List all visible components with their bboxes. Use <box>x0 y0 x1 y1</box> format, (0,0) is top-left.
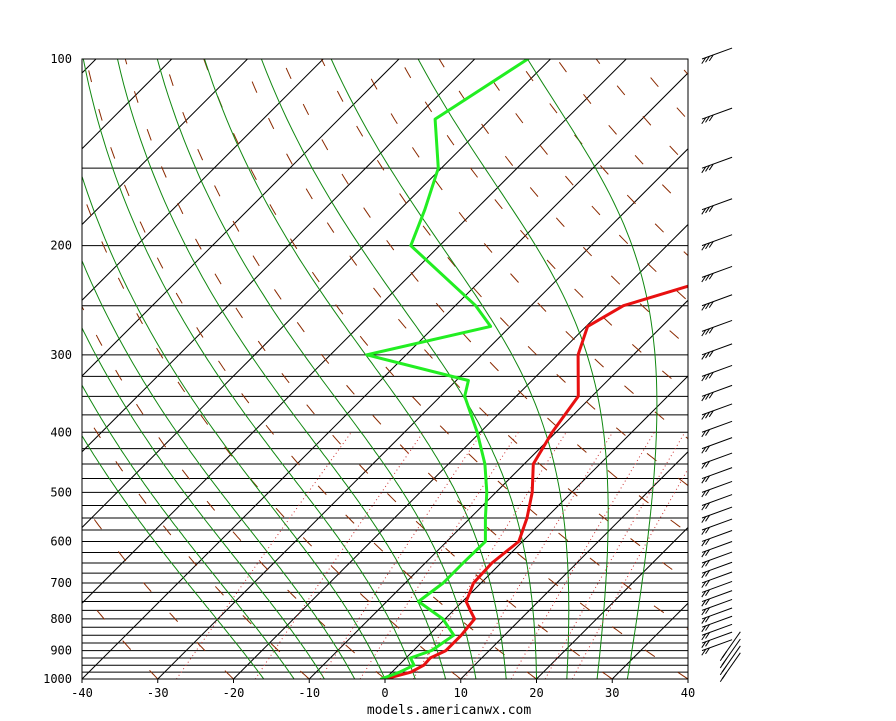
wind-barb-staff <box>702 320 732 331</box>
x-tick-labels: -40 -30 -20 -10 0 10 20 30 40 <box>71 679 695 700</box>
wind-barb <box>702 438 732 454</box>
wind-barb <box>702 199 732 215</box>
x-tick-label--10: -10 <box>298 686 320 700</box>
wind-barb <box>702 591 732 607</box>
wind-barb-staff <box>702 572 732 583</box>
y-tick-label-200: 200 <box>50 239 72 253</box>
wind-barb <box>702 235 732 251</box>
wind-barb-staff <box>702 365 732 376</box>
wind-barb-staff <box>702 421 732 432</box>
dry-adiabat <box>792 59 896 679</box>
wind-barb-staff <box>702 481 732 492</box>
wind-barb <box>702 320 732 336</box>
dry-adiabat <box>753 59 896 679</box>
wind-barb <box>702 581 732 597</box>
wind-barb-staff <box>702 199 732 210</box>
y-tick-label-900: 900 <box>50 644 72 658</box>
dry-adiabat <box>675 59 896 679</box>
wind-barb-staff <box>702 599 732 610</box>
wind-barb <box>702 344 732 360</box>
wind-barb-staff <box>702 344 732 355</box>
wind-barb-staff <box>702 581 732 592</box>
chart-credit: models.americanwx.com <box>367 703 532 716</box>
wind-barb-staff <box>702 562 732 573</box>
wind-barb-staff <box>702 453 732 464</box>
x-tick-label-0: 0 <box>381 686 388 700</box>
wind-barb <box>702 608 732 624</box>
wind-barb <box>702 421 732 437</box>
wind-barb <box>720 646 740 675</box>
x-tick-label--20: -20 <box>223 686 245 700</box>
y-tick-label-700: 700 <box>50 576 72 590</box>
wind-barb <box>702 640 732 656</box>
wind-barb <box>702 481 732 497</box>
wind-barb-staff <box>702 404 732 415</box>
y-tick-label-500: 500 <box>50 485 72 499</box>
wind-barb <box>702 599 732 615</box>
wind-barb-staff <box>702 591 732 602</box>
wind-barb <box>702 295 732 311</box>
wind-barb-staff <box>702 48 732 59</box>
wind-barb-staff <box>702 608 732 619</box>
wind-barb <box>702 157 732 173</box>
y-tick-label-100: 100 <box>50 52 72 66</box>
y-tick-label-600: 600 <box>50 534 72 548</box>
wind-barb-staff <box>702 266 732 277</box>
x-tick-label-40: 40 <box>681 686 695 700</box>
y-tick-label-400: 400 <box>50 425 72 439</box>
wind-barb <box>702 453 732 469</box>
wind-barb-column <box>702 48 741 682</box>
dry-adiabat <box>714 59 896 679</box>
wind-barb <box>702 48 732 64</box>
y-tick-labels: 100 200 300 400 500 600 700 800 900 1000 <box>43 52 72 686</box>
wind-barb-staff <box>702 438 732 449</box>
wind-barb-feather <box>723 666 727 672</box>
wind-barb <box>702 495 732 511</box>
wind-barb-staff <box>702 295 732 306</box>
wind-barb-staff <box>702 468 732 479</box>
wind-barb-staff <box>702 235 732 246</box>
wind-barb <box>702 108 732 124</box>
x-tick-label-30: 30 <box>605 686 619 700</box>
wind-barb-staff <box>702 108 732 119</box>
x-tick-label-20: 20 <box>529 686 543 700</box>
wind-barb <box>702 365 732 381</box>
y-tick-label-1000: 1000 <box>43 672 72 686</box>
x-tick-label-10: 10 <box>454 686 468 700</box>
wind-barb-staff <box>702 157 732 168</box>
isotherm-50 <box>764 59 896 679</box>
wind-barb <box>702 404 732 420</box>
wind-barb-feather <box>723 659 727 665</box>
wind-barb-feather <box>723 651 727 657</box>
isotherm--130 <box>0 59 20 679</box>
wind-barb <box>702 468 732 484</box>
wind-barb <box>702 385 732 401</box>
wind-barb-staff <box>702 495 732 506</box>
y-tick-label-800: 800 <box>50 612 72 626</box>
wind-barb-staff <box>702 507 732 518</box>
x-tick-label--30: -30 <box>147 686 169 700</box>
wind-barb-feather <box>723 672 727 678</box>
x-tick-label--40: -40 <box>71 686 93 700</box>
isotherm-60 <box>840 59 896 679</box>
wind-barb-staff <box>702 385 732 396</box>
y-tick-label-300: 300 <box>50 348 72 362</box>
wind-barb <box>702 266 732 282</box>
